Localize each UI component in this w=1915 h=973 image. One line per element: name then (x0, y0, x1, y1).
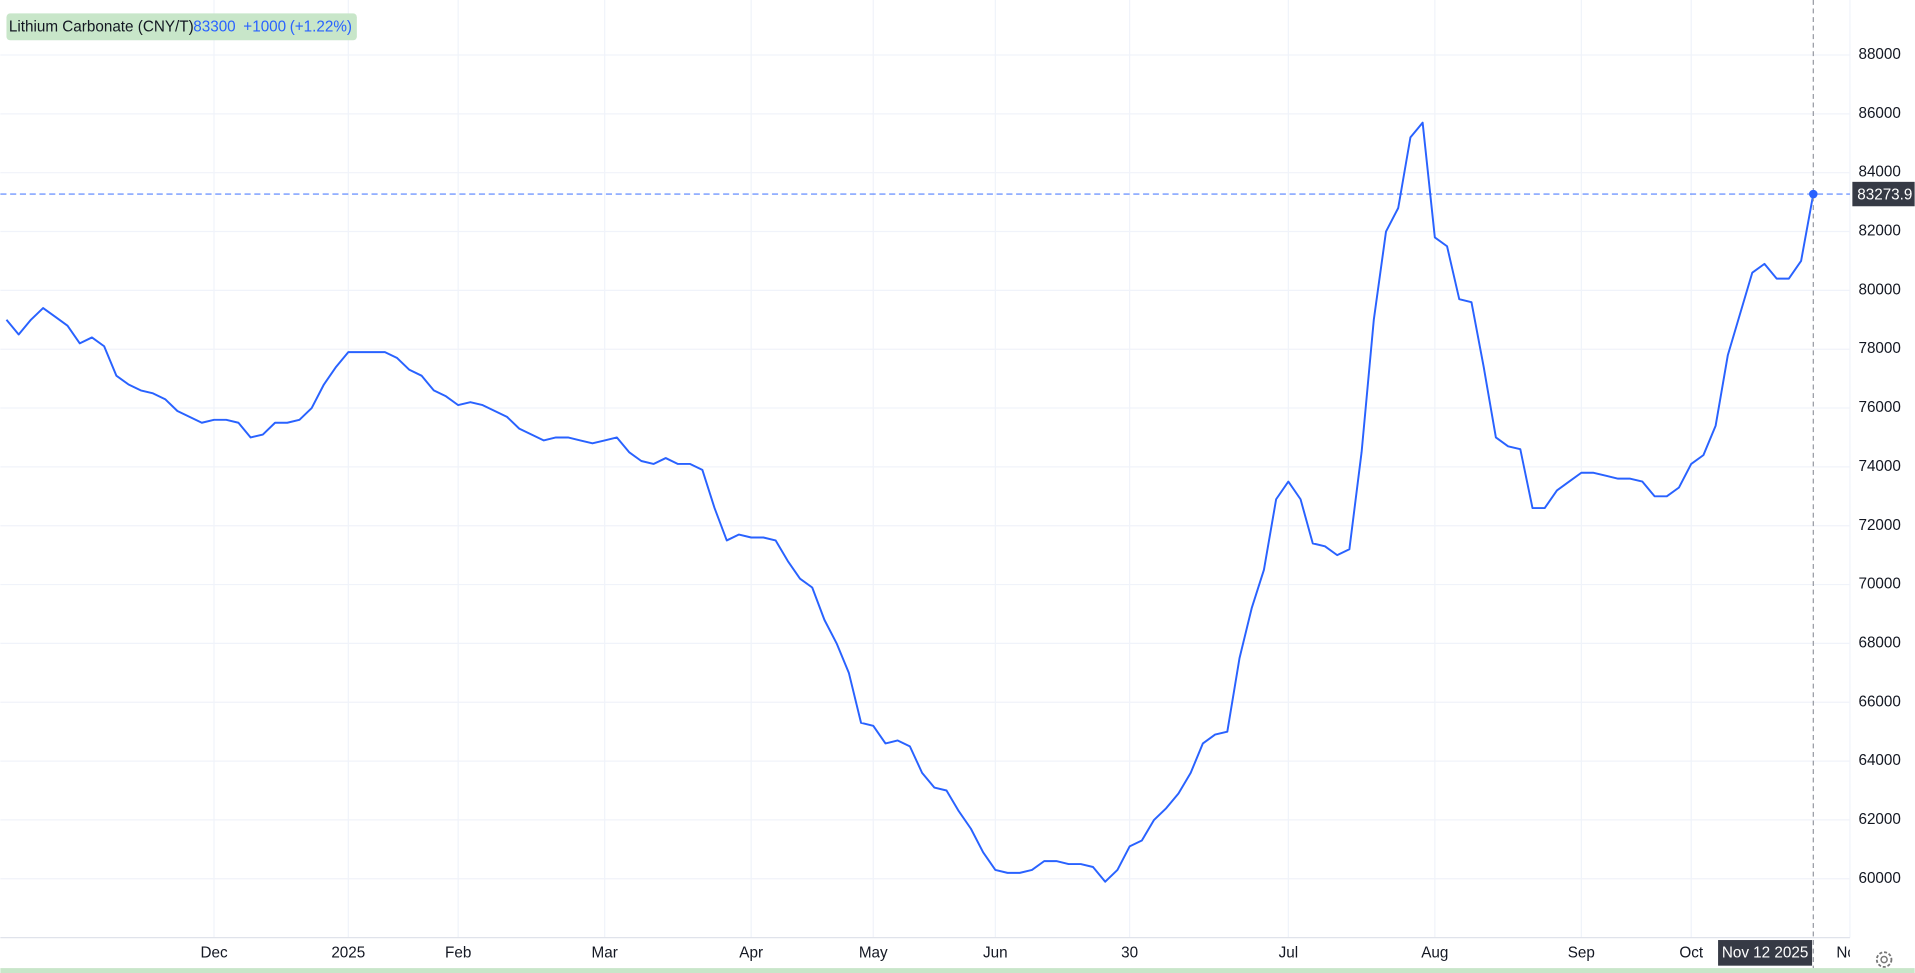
gear (1875, 951, 1893, 968)
y-tick-label: 70000 (1858, 576, 1900, 593)
y-tick-label: 74000 (1858, 458, 1900, 475)
y-tick-label: 84000 (1858, 164, 1900, 181)
plot (0, 0, 1850, 969)
y-tick-label: 62000 (1858, 811, 1900, 828)
x-tick-label: Apr (739, 944, 763, 961)
legend-box (6, 13, 357, 41)
x-tick-label: Mar (592, 944, 618, 961)
x-tick-label: Feb (445, 944, 471, 961)
settings-button[interactable] (1875, 951, 1893, 968)
x-tick-label: Dec (200, 944, 227, 961)
x-tick-label: Nov (1836, 944, 1863, 961)
last-point (1809, 189, 1818, 199)
x-tick-label: Sep (1568, 944, 1595, 961)
legend-change-percent: (+1.22%) (290, 18, 352, 35)
legend-name: Lithium Carbonate (CNY/T) (9, 18, 194, 35)
price-label-box (1852, 181, 1915, 207)
date-label-box (1718, 940, 1813, 966)
gear-hub (1880, 955, 1888, 964)
legend-price: 83300 (193, 18, 235, 35)
price-line (5, 121, 1815, 883)
legend-change: +1000 (243, 18, 286, 35)
x-tick-label: Jun (983, 944, 1008, 961)
grid (0, 0, 1851, 938)
y-tick-label: 72000 (1858, 517, 1900, 534)
x-tick-label: Oct (1679, 944, 1703, 961)
y-tick-label: 88000 (1858, 46, 1900, 63)
y-tick-label: 76000 (1858, 399, 1900, 416)
y-tick-label: 60000 (1858, 870, 1900, 887)
price-label: 83273.9 (1857, 186, 1912, 203)
x-tick-label: Jul (1279, 944, 1299, 961)
date-label: Nov 12 2025 (1722, 944, 1808, 961)
x-tick-label: May (859, 944, 888, 961)
x-axis-labels: Dec 2025 Feb Mar Apr May Jun 30 Jul Aug Sep Oct Nov (200, 944, 1863, 961)
y-tick-label: 66000 (1858, 693, 1900, 710)
y-tick-label: 82000 (1858, 223, 1900, 240)
x-tick-label: Aug (1421, 944, 1448, 961)
legend: Lithium Carbonate (CNY/T) 83300 +1000 (+… (6, 13, 357, 41)
x-tick-label: 30 (1121, 944, 1138, 961)
x-tick-label: 2025 (331, 944, 365, 961)
y-tick-label: 78000 (1858, 340, 1900, 357)
axes: Dec 2025 Feb Mar Apr May Jun 30 Jul Aug Sep Oct Nov 6… (0, 46, 1915, 966)
y-tick-label: 86000 (1858, 105, 1900, 122)
y-tick-label: 68000 (1858, 634, 1900, 651)
y-tick-label: 80000 (1858, 281, 1900, 298)
bottom-bar (0, 968, 1915, 973)
y-tick-label: 64000 (1858, 752, 1900, 769)
